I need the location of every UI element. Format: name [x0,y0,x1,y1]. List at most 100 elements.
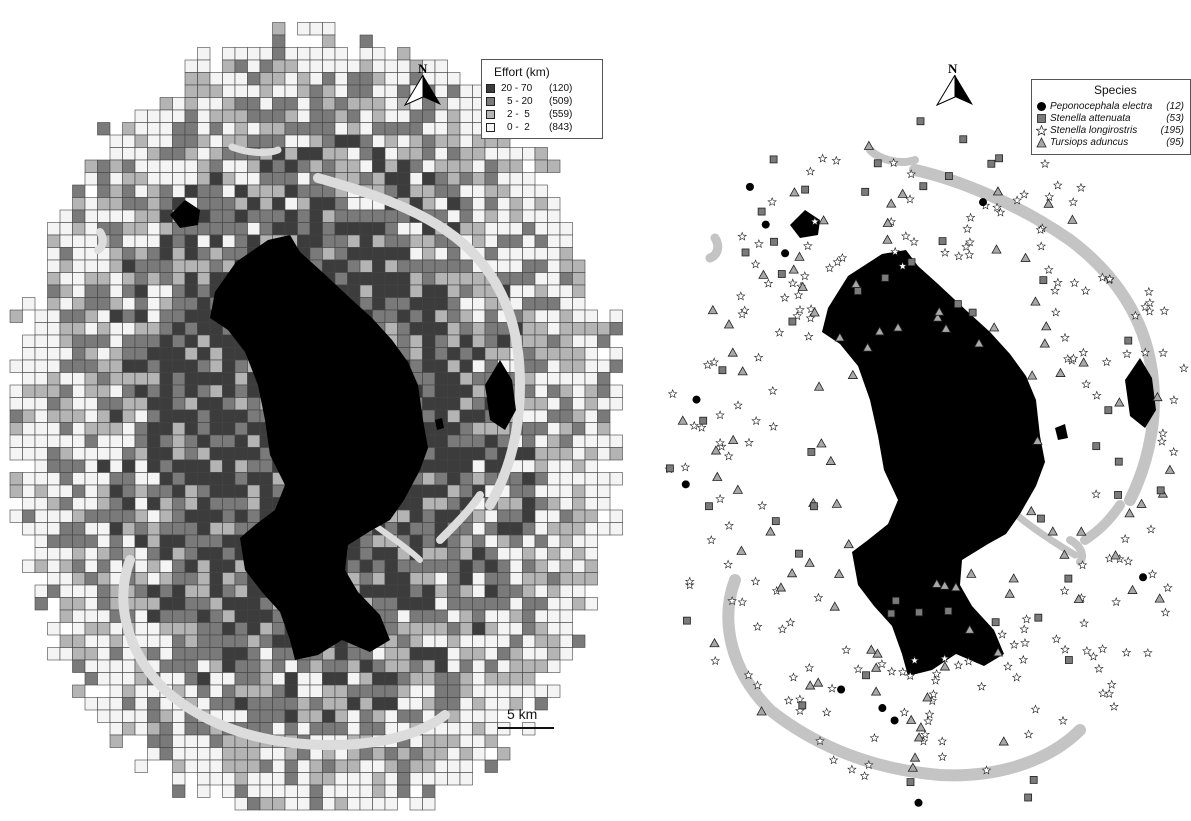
grid-cell [134,697,148,711]
grid-cell [472,222,486,236]
triangle-marker [804,680,816,690]
star-marker [750,259,761,269]
grid-cell [197,609,211,623]
grid-cell [134,622,148,636]
grid-cell [147,484,161,498]
grid-cell [259,747,273,761]
grid-cell [147,247,161,261]
grid-cell [547,684,561,698]
grid-cell [522,422,536,436]
grid-cell [172,122,186,136]
grid-cell [522,247,536,261]
grid-cell [409,709,423,723]
grid-cell [534,509,548,523]
triangle-marker [1039,338,1050,348]
grid-cell [159,222,173,236]
grid-cell [109,522,123,536]
grid-cell [84,297,98,311]
grid-cell [497,609,511,623]
triangle-marker [710,445,722,455]
grid-cell [409,134,423,148]
grid-cell [59,384,73,398]
grid-cell [209,209,223,223]
grid-cell [509,234,523,248]
grid-cell [422,372,436,386]
grid-cell [247,234,261,248]
grid-cell [434,59,448,73]
grid-cell [222,772,236,786]
square-marker [873,159,882,168]
grid-cell [522,572,536,586]
star-marker [733,400,743,410]
grid-cell [484,659,498,673]
grid-cell [522,497,536,511]
grid-cell [97,634,111,648]
grid-cell [47,297,61,311]
grid-cell [372,559,386,573]
grid-cell [197,297,211,311]
star-marker [792,311,803,321]
grid-cell [484,697,498,711]
grid-cell [184,272,198,286]
grid-cell [122,372,136,386]
grid-cell [234,472,248,486]
triangle-marker [818,215,829,225]
star-marker [735,291,746,301]
grid-cell [409,634,423,648]
grid-cell [534,522,548,536]
grid-cell [359,172,373,186]
grid-cell [434,747,448,761]
grid-cell [459,359,473,373]
grid-cell [472,534,486,548]
grid-cell [172,309,186,323]
grid-cell [422,122,436,136]
grid-cell [522,684,536,698]
grid-cell [397,284,411,298]
triangle-marker [950,581,962,592]
grid-cell [72,297,86,311]
grid-cell [47,484,61,498]
triangle-marker [1026,370,1038,380]
grid-cell [434,297,448,311]
grid-cell [134,522,148,536]
grid-cell [534,147,548,161]
grid-cell [47,259,61,273]
star-marker [737,597,747,607]
island-land [790,210,1156,676]
grid-cell [197,109,211,123]
grid-cell [197,522,211,536]
grid-cell [484,609,498,623]
grid-cell [459,459,473,473]
grid-cell [172,722,186,736]
grid-cell [572,384,586,398]
star-marker [1140,301,1151,312]
grid-cell [97,534,111,548]
grid-cell [197,184,211,198]
grid-cell [147,159,161,173]
grid-cell [147,734,161,748]
grid-cell [397,672,411,686]
grid-cell [147,647,161,661]
grid-cell [247,697,261,711]
grid-cell [347,697,361,711]
grid-cell [247,59,261,73]
grid-cell [384,159,398,173]
grid-cell [134,122,148,136]
grid-cell [159,422,173,436]
grid-cell [447,572,461,586]
grid-cell [172,647,186,661]
grid-cell [222,559,236,573]
grid-cell [422,597,436,611]
grid-cell [372,209,386,223]
square-marker [953,300,962,309]
grid-cell [197,247,211,261]
grid-cell [147,697,161,711]
star-marker [906,169,917,179]
grid-cell [472,697,486,711]
grid-cell [209,697,223,711]
grid-cell [184,297,198,311]
grid-cell [547,384,561,398]
grid-cell [322,209,336,223]
grid-cell [184,422,198,436]
grid-cell [72,247,86,261]
